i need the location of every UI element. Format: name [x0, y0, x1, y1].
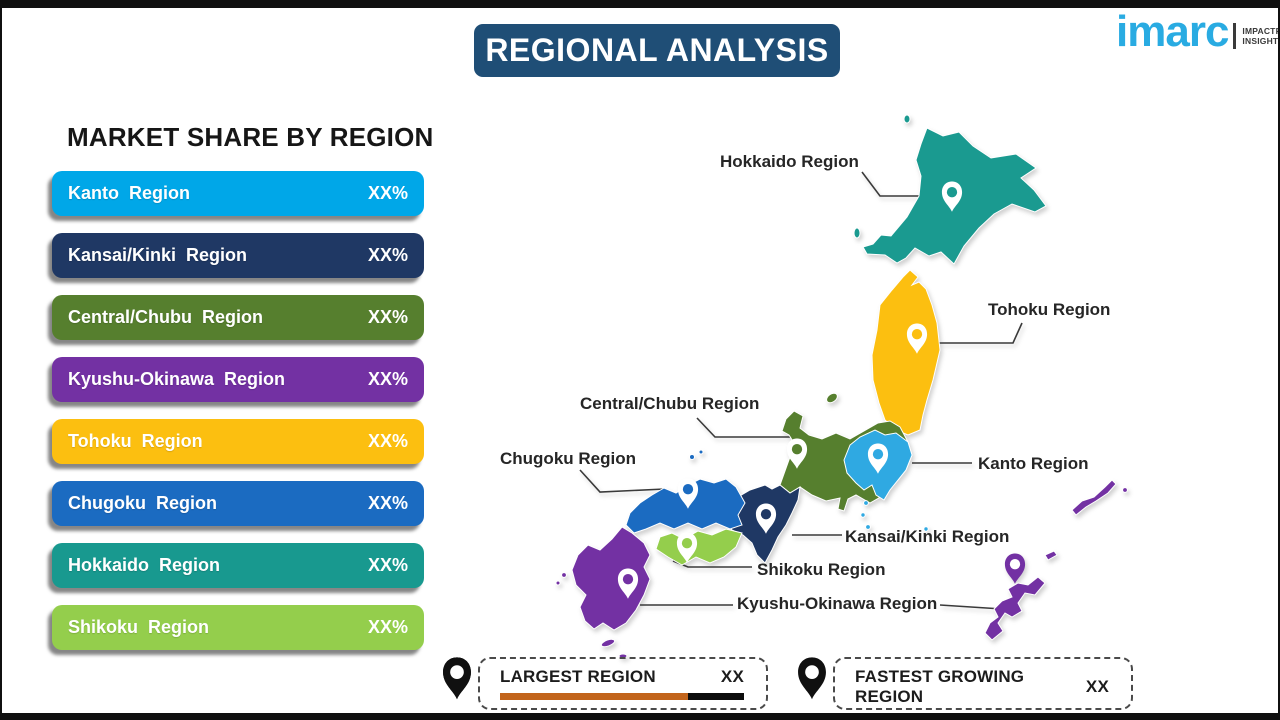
map-label-kanto: Kanto Region [978, 454, 1089, 473]
bar-label: Shikoku Region [68, 617, 210, 637]
pin-kyushu [617, 568, 639, 599]
japan-map: Hokkaido Region Tohoku Region Central/Ch… [460, 105, 1150, 665]
imarc-logo-wordmark: imarc [1116, 7, 1229, 56]
fastest-growing-region-bar [855, 713, 1109, 720]
map-label-central-chubu: Central/Chubu Region [580, 394, 760, 413]
bar-value: XX% [367, 369, 408, 389]
bar-chugoku: Chugoku Region XX% [52, 481, 424, 526]
leader-hokkaido [861, 171, 922, 197]
pin-okinawa [1004, 553, 1026, 584]
bar-hokkaido: Hokkaido Region XX% [52, 543, 424, 588]
leader-lines [579, 171, 1023, 610]
market-share-bar-list: Kanto Region XX% Kansai/Kinki Region XX%… [52, 171, 424, 667]
pin-hokkaido [941, 181, 963, 212]
bar-label: Central/Chubu Region [68, 307, 263, 327]
fastest-growing-region-bar-rest [1015, 713, 1109, 720]
leader-chugoku [579, 469, 666, 493]
pin-kanto [867, 443, 889, 474]
market-share-heading: MARKET SHARE BY REGION [67, 122, 434, 152]
bar-tohoku: Tohoku Region XX% [52, 419, 424, 464]
bar-label: Tohoku Region [68, 431, 203, 451]
pin-shikoku [676, 532, 698, 563]
fastest-growing-region-label: FASTEST GROWING REGION [855, 667, 1025, 706]
largest-region-bar-rest [687, 693, 744, 700]
fastest-growing-region-box: FASTEST GROWING REGION XX [833, 657, 1133, 720]
leader-central-chubu [696, 417, 790, 438]
logo-tagline-line2: INSIGHTS [1242, 36, 1280, 46]
bar-value: XX% [367, 245, 408, 265]
pin-tohoku [906, 323, 928, 354]
map-label-tohoku: Tohoku Region [988, 300, 1111, 319]
map-region-shikoku [655, 528, 743, 566]
bar-central-chubu: Central/Chubu Region XX% [52, 295, 424, 340]
bar-value: XX% [367, 183, 408, 203]
map-label-chugoku: Chugoku Region [500, 449, 636, 468]
map-region-kanto [843, 429, 929, 532]
japan-map-svg [555, 114, 1128, 659]
leader-tohoku [937, 322, 1023, 344]
bar-kansai-kinki: Kansai/Kinki Region XX% [52, 233, 424, 278]
imarc-logo: imarc IMPACTFUL INSIGHTS [1116, 10, 1280, 56]
largest-region-pin-icon [443, 657, 471, 700]
map-pins [617, 181, 1026, 599]
fastest-growing-region-value: XX [1085, 677, 1109, 696]
bar-value: XX% [367, 617, 408, 637]
largest-region-bar-fill [500, 693, 688, 700]
bar-label: Hokkaido Region [68, 555, 221, 575]
bar-kanto: Kanto Region XX% [52, 171, 424, 216]
pin-central-chubu [786, 438, 808, 469]
map-label-kyushu-okinawa: Kyushu-Okinawa Region [737, 594, 938, 613]
bar-label: Kanto Region [68, 183, 190, 203]
largest-region-box: LARGEST REGION XX [478, 657, 768, 710]
bar-value: XX% [367, 493, 408, 513]
pin-chugoku [677, 478, 699, 509]
bar-value: XX% [367, 555, 408, 575]
leader-okinawa [939, 604, 1003, 610]
bar-shikoku: Shikoku Region XX% [52, 605, 424, 650]
title-banner: REGIONAL ANALYSIS [474, 24, 840, 77]
largest-region-bar [500, 693, 744, 700]
largest-region-label: LARGEST REGION [500, 667, 656, 686]
map-label-kansai-kinki: Kansai/Kinki Region [845, 527, 1010, 546]
logo-divider [1233, 23, 1237, 49]
bar-label: Kansai/Kinki Region [68, 245, 248, 265]
pin-kansai-kinki [755, 503, 777, 534]
bar-label: Chugoku Region [68, 493, 217, 513]
fastest-growing-region-bar-fill [855, 713, 1016, 720]
logo-tagline-line1: IMPACTFUL [1242, 26, 1280, 36]
map-region-kyushu-okinawa [555, 479, 1128, 659]
bar-value: XX% [367, 431, 408, 451]
bar-value: XX% [367, 307, 408, 327]
fastest-growing-pin-icon [798, 657, 826, 700]
page-title: REGIONAL ANALYSIS [485, 32, 829, 68]
map-region-tohoku [871, 269, 941, 436]
bar-label: Kyushu-Okinawa Region [68, 369, 286, 389]
map-label-shikoku: Shikoku Region [757, 560, 886, 579]
logo-tagline: IMPACTFUL INSIGHTS [1242, 26, 1280, 46]
map-label-hokkaido: Hokkaido Region [720, 152, 859, 171]
largest-region-value: XX [720, 667, 744, 686]
map-region-chugoku [625, 449, 746, 534]
bar-kyushu-okinawa: Kyushu-Okinawa Region XX% [52, 357, 424, 402]
